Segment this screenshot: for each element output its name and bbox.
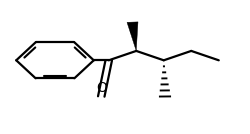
Text: O: O — [96, 81, 107, 95]
Text: F: F — [128, 23, 136, 36]
Polygon shape — [127, 22, 138, 51]
